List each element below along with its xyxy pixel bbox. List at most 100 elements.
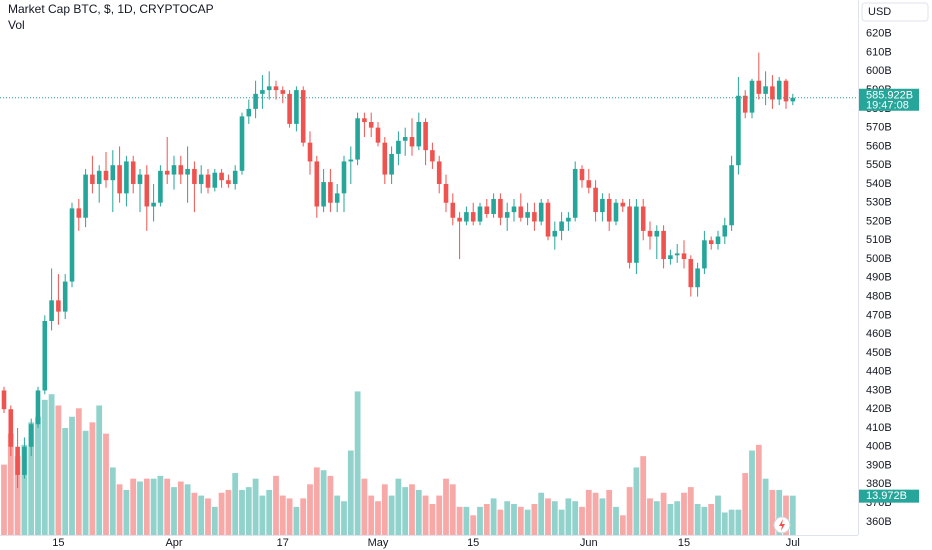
candle-body: [416, 122, 422, 147]
volume-bar: [82, 430, 89, 535]
candle-body: [572, 168, 578, 218]
volume-bar: [7, 433, 14, 535]
candle-body: [42, 321, 48, 391]
volume-bar: [681, 492, 687, 535]
volume-bar: [395, 478, 402, 535]
volume-bar: [123, 489, 130, 535]
volume-bar: [171, 487, 177, 535]
y-tick-label: 600B: [866, 65, 892, 77]
volume-bar: [55, 405, 62, 535]
candle-body: [504, 212, 510, 218]
volume-bar: [640, 456, 647, 535]
volume-bar: [245, 487, 252, 535]
candle-body: [205, 174, 211, 188]
volume-bar: [511, 504, 517, 535]
currency-button[interactable]: [861, 2, 929, 22]
volume-bar: [667, 504, 674, 535]
candle-body: [532, 212, 537, 222]
candle-body: [477, 206, 483, 222]
y-tick-label: 440B: [866, 366, 892, 378]
volume-bar: [218, 492, 225, 535]
y-tick-label: 450B: [866, 347, 892, 359]
candle-body: [178, 165, 184, 175]
candle-body: [606, 198, 612, 222]
candle-body: [144, 174, 150, 207]
volume-bar: [69, 416, 75, 535]
candle-body: [117, 165, 122, 194]
y-tick-label: 410B: [866, 422, 892, 434]
volume-bar: [381, 484, 388, 535]
candle-body: [668, 255, 673, 260]
x-tick-label: Jul: [786, 537, 800, 549]
candle-body: [402, 137, 408, 141]
candle-body: [76, 208, 82, 218]
price-label-box: [859, 88, 919, 111]
candle-body: [702, 240, 707, 269]
candle-body: [8, 409, 14, 447]
candle-body: [253, 93, 258, 109]
volume-bar: [388, 495, 395, 535]
candle-body: [640, 206, 646, 231]
volume-bar: [368, 495, 375, 535]
candle-body: [96, 170, 102, 184]
volume-bar: [164, 478, 171, 535]
volume-bar: [606, 489, 613, 535]
volume-bar: [735, 509, 742, 535]
y-tick-label: 550B: [866, 159, 892, 171]
y-tick-label: 480B: [866, 291, 892, 303]
volume-bar: [755, 444, 762, 535]
volume-bar: [313, 467, 320, 535]
candle-body: [770, 86, 775, 100]
volume-bar: [497, 509, 504, 535]
candle-body: [464, 212, 469, 222]
volume-bar: [701, 506, 708, 535]
x-tick-label: 15: [678, 537, 690, 549]
volume-bar: [300, 498, 307, 535]
volume-bar: [565, 498, 572, 535]
candle-body: [328, 182, 333, 203]
volume-bar: [89, 422, 96, 535]
candle-body: [525, 212, 530, 218]
candle-body: [334, 193, 340, 203]
volume-bar: [504, 501, 511, 535]
candle-body: [137, 174, 143, 184]
candle-body: [355, 118, 360, 160]
candle-body: [69, 208, 75, 282]
currency[interactable]: USD: [868, 6, 891, 18]
candle-body: [647, 230, 653, 237]
volume-bar: [524, 509, 531, 535]
chart-title: Market Cap BTC, $, 1D, CRYPTOCAP: [8, 2, 214, 16]
volume-bar: [293, 506, 300, 535]
candle-body: [695, 268, 700, 288]
candle-body: [722, 225, 728, 237]
volume-bar: [137, 481, 143, 535]
candle-body: [566, 217, 571, 222]
volume-bar: [130, 478, 137, 535]
volume-bar: [721, 512, 728, 535]
volume-bar: [436, 495, 443, 535]
y-tick-label: 530B: [866, 197, 892, 209]
volume-bar: [341, 501, 347, 535]
candle-body: [715, 236, 721, 245]
volume-bar: [687, 487, 694, 535]
volume-bar: [191, 492, 198, 535]
candle-body: [103, 170, 109, 181]
candle-body: [634, 206, 639, 263]
volume-bar: [62, 428, 69, 535]
candle-body: [749, 80, 755, 113]
candle-body: [273, 86, 279, 91]
candle-body: [341, 161, 347, 194]
volume-bar: [456, 506, 463, 535]
volume-bar: [177, 481, 184, 535]
candle-body: [470, 212, 476, 222]
volume-bar: [184, 484, 191, 535]
volume-bar: [103, 433, 109, 535]
volume-bar: [633, 467, 640, 535]
volume-bar: [347, 450, 354, 535]
candle-body: [586, 180, 592, 188]
candle-body: [171, 165, 177, 175]
candle-body: [198, 174, 204, 184]
candle-body: [294, 90, 299, 124]
y-tick-label: 560B: [866, 140, 892, 152]
